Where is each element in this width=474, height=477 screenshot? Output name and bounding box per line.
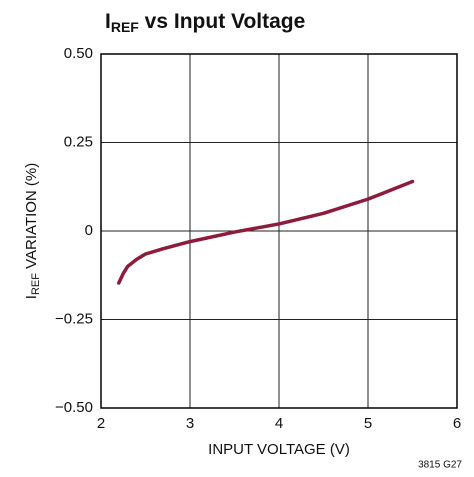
chart-title: IREF vs Input Voltage (105, 10, 305, 35)
figure-note: 3815 G27 (418, 460, 462, 471)
x-axis-label: INPUT VOLTAGE (V) (208, 441, 350, 458)
x-tick-label: 5 (364, 415, 372, 432)
ylabel-rest: VARIATION (%) (23, 163, 40, 273)
x-tick-label: 2 (97, 415, 105, 432)
data-line (117, 179, 415, 285)
x-tick-label: 4 (275, 415, 283, 432)
x-tick-label: 3 (186, 415, 194, 432)
y-tick-label: 0.25 (64, 133, 93, 150)
y-tick-label: 0.50 (64, 45, 93, 62)
ylabel-sub: REF (30, 273, 42, 295)
y-tick-label: −0.25 (55, 310, 93, 327)
title-sub: REF (111, 19, 139, 35)
x-tick-label: 6 (453, 415, 461, 432)
y-axis-label: IREF VARIATION (%) (23, 163, 42, 299)
y-tick-label: 0 (85, 222, 93, 239)
ylabel-main: I (23, 295, 40, 299)
plot-frame (100, 53, 458, 409)
title-rest: vs Input Voltage (139, 10, 305, 33)
y-tick-label: −0.50 (55, 399, 93, 416)
title-main: I (105, 10, 111, 33)
